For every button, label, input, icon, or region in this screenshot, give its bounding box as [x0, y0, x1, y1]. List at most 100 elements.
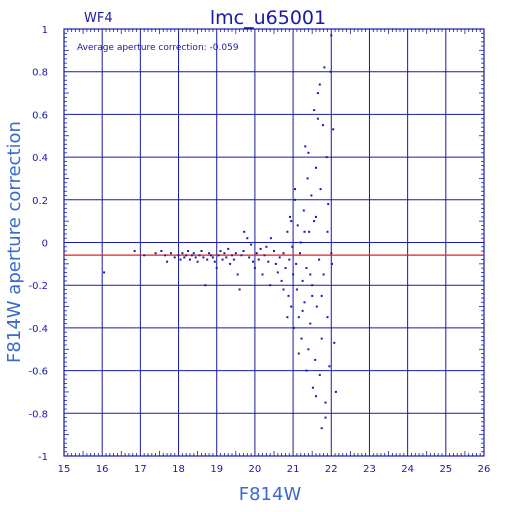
x-tick-label: 17 [134, 464, 147, 475]
data-point [229, 262, 232, 265]
data-point [332, 128, 335, 131]
data-point [292, 273, 295, 276]
data-point [248, 256, 251, 259]
data-point [246, 237, 249, 240]
data-point [194, 256, 197, 259]
data-point [227, 247, 230, 250]
data-point [223, 252, 226, 255]
data-point [295, 288, 298, 291]
data-point [192, 252, 195, 255]
data-point [274, 262, 277, 265]
data-point [322, 273, 325, 276]
data-point [183, 256, 186, 259]
data-point [330, 252, 333, 255]
data-point [297, 352, 300, 355]
data-point [316, 92, 319, 95]
data-point [329, 70, 332, 73]
x-tick-label: 18 [172, 464, 185, 475]
data-point [310, 194, 313, 197]
data-point [330, 34, 333, 37]
y-tick-label: 1 [42, 25, 48, 36]
data-point [103, 271, 106, 274]
data-point [313, 109, 316, 112]
data-point [306, 177, 309, 180]
data-point [232, 258, 235, 261]
data-point [269, 284, 272, 287]
data-point [243, 230, 246, 233]
panel-label: WF4 [84, 11, 113, 26]
x-tick-label: 22 [325, 464, 338, 475]
data-point [311, 284, 314, 287]
data-point [314, 358, 317, 361]
data-point [315, 166, 317, 169]
y-tick-label: 0.2 [32, 196, 48, 207]
data-point [265, 245, 268, 248]
data-point [302, 209, 305, 212]
data-point [291, 245, 294, 248]
data-point [289, 215, 291, 218]
data-point [202, 256, 205, 259]
y-tick-label: 0 [42, 239, 48, 250]
data-point [327, 203, 330, 206]
data-point [196, 260, 199, 263]
data-point [288, 258, 291, 261]
data-point [333, 341, 336, 344]
data-point [211, 256, 214, 259]
data-point [185, 254, 188, 257]
average-annotation: Average aperture correction: -0.059 [77, 43, 239, 53]
data-point [299, 241, 302, 244]
data-point [319, 188, 322, 191]
data-point [269, 237, 272, 240]
data-point [299, 252, 301, 255]
data-point [326, 230, 329, 233]
data-point [315, 215, 317, 218]
data-point [320, 337, 323, 340]
x-tick-label: 25 [439, 464, 452, 475]
data-point [273, 250, 275, 252]
x-tick-label: 15 [58, 464, 71, 475]
y-tick-label: -1 [38, 452, 48, 463]
data-point [287, 294, 290, 297]
data-point [320, 294, 323, 297]
data-point [219, 250, 222, 252]
data-point [318, 83, 321, 86]
plot-frame [63, 28, 485, 457]
data-point [292, 326, 295, 329]
data-point [210, 254, 212, 257]
x-axis-label: F814W [239, 484, 302, 505]
data-point [321, 124, 324, 127]
data-point [316, 117, 319, 120]
data-point [190, 254, 193, 257]
data-point [267, 260, 270, 263]
data-point [169, 252, 172, 255]
points-layer [103, 34, 337, 430]
data-point [308, 230, 311, 233]
data-point [276, 271, 279, 274]
data-point [253, 267, 256, 270]
y-tick-label: -0.6 [28, 367, 48, 378]
y-axis-label: F814W aperture correction [4, 121, 25, 363]
data-point [282, 288, 285, 291]
data-point [286, 230, 289, 233]
data-point [255, 252, 258, 255]
y-tick-label: -0.2 [28, 281, 48, 292]
data-point [263, 254, 266, 257]
data-point [213, 260, 216, 263]
data-point [177, 254, 180, 257]
data-point [294, 198, 296, 201]
data-point [250, 243, 253, 246]
x-tick-label: 26 [478, 464, 491, 475]
data-point [154, 252, 157, 255]
data-point [307, 348, 310, 351]
data-point [311, 386, 314, 389]
data-point [204, 284, 207, 287]
data-point [187, 250, 190, 252]
x-tick-label: 21 [287, 464, 300, 475]
data-point [305, 267, 308, 270]
data-point [225, 256, 228, 259]
data-point [304, 145, 307, 148]
data-point [278, 256, 281, 259]
data-point [297, 316, 300, 319]
data-point [133, 250, 136, 252]
